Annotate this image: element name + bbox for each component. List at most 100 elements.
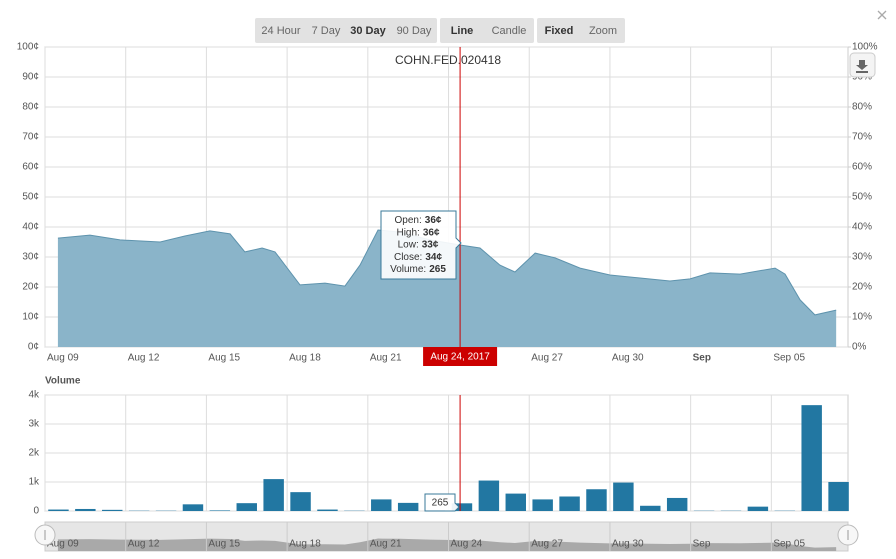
price-chart: 0¢ 10¢ 20¢ 30¢ 40¢ 50¢ 60¢ 70¢ 80¢ 90¢ 100¢ 0% 10% 20… bbox=[17, 42, 878, 364]
navigator-label: Sep 05 bbox=[773, 539, 805, 550]
x-tick-label: Aug 12 bbox=[128, 353, 160, 364]
bar bbox=[102, 509, 123, 511]
y-tick-label: 30¢ bbox=[22, 252, 39, 263]
toolbar-button[interactable]: Fixed bbox=[545, 25, 574, 37]
tooltip-row: Close: 34¢ bbox=[394, 252, 442, 263]
navigator[interactable]: Aug 09 Aug 12 Aug 15 Aug 18 Aug 21 Aug 24 Aug … bbox=[34, 521, 859, 552]
y2-tick-label: 80% bbox=[852, 102, 872, 113]
x-tick-label: Sep 05 bbox=[773, 353, 805, 364]
x-tick-label: Aug 09 bbox=[47, 353, 79, 364]
x-tick-label: Sep bbox=[693, 353, 711, 364]
chart-title: COHN.FED.020418 bbox=[395, 53, 501, 67]
x-tick-label: Aug 15 bbox=[208, 353, 240, 364]
button-group bbox=[255, 18, 437, 43]
bar bbox=[317, 509, 338, 511]
y-tick-label: 50¢ bbox=[22, 192, 39, 203]
navigator-area bbox=[57, 538, 837, 551]
bar bbox=[75, 508, 96, 511]
tooltip-label: High: bbox=[396, 227, 419, 238]
bar bbox=[48, 509, 69, 511]
y-tick-label: 10¢ bbox=[22, 312, 39, 323]
x-tick-label: Aug 27 bbox=[531, 353, 563, 364]
y-tick-label: 2k bbox=[28, 448, 40, 459]
bar bbox=[397, 502, 419, 511]
x-tick-label: Aug 30 bbox=[612, 353, 644, 364]
bar bbox=[828, 482, 849, 511]
bar bbox=[613, 482, 634, 511]
y-tick-label: 90¢ bbox=[22, 72, 39, 83]
bar bbox=[505, 493, 526, 511]
toolbar-button[interactable]: 30 Day bbox=[350, 25, 386, 37]
volume-tooltip: 265 bbox=[432, 498, 449, 509]
bar bbox=[236, 503, 257, 511]
close-button[interactable] bbox=[877, 10, 887, 20]
navigator-label: Aug 12 bbox=[128, 539, 160, 550]
area bbox=[57, 230, 837, 347]
tooltip-row: High: 36¢ bbox=[396, 227, 439, 238]
bar bbox=[747, 506, 769, 511]
toolbar-button[interactable]: 7 Day bbox=[312, 25, 341, 37]
toolbar-button[interactable]: 24 Hour bbox=[261, 25, 300, 37]
y-tick-label: 100¢ bbox=[17, 42, 39, 53]
y2-tick-label: 10% bbox=[852, 312, 872, 323]
navigator-label: Aug 21 bbox=[370, 539, 402, 550]
y-tick-label: 4k bbox=[28, 390, 40, 401]
navigator-label: Sep bbox=[693, 539, 711, 550]
bar bbox=[182, 504, 204, 511]
volume-tooltip-box bbox=[424, 493, 460, 512]
toolbar-button[interactable]: 90 Day bbox=[397, 25, 432, 37]
tooltip-row: Volume: 265 bbox=[390, 264, 446, 275]
y2-tick-label: 70% bbox=[852, 132, 872, 143]
y-tick-label: 0 bbox=[33, 506, 39, 517]
bar bbox=[640, 505, 661, 511]
y-tick-label: 0¢ bbox=[28, 342, 39, 353]
y2-tick-label: 20% bbox=[852, 282, 872, 293]
y2-tick-label: 60% bbox=[852, 162, 872, 173]
crosshair-label: Aug 24, 2017 bbox=[430, 352, 490, 363]
bar bbox=[801, 405, 822, 511]
toolbar-button[interactable]: Line bbox=[451, 25, 474, 37]
y-tick-label: 1k bbox=[28, 477, 40, 488]
bar bbox=[478, 480, 500, 511]
tooltip-label: Low: bbox=[398, 239, 419, 250]
chart-title: Volume bbox=[45, 376, 81, 387]
tooltip-value: 36¢ bbox=[425, 215, 442, 226]
navigator-label: Aug 27 bbox=[531, 539, 563, 550]
navigator-label: Aug 09 bbox=[47, 539, 79, 550]
bar bbox=[532, 499, 553, 511]
button-group bbox=[440, 18, 534, 43]
tooltip-label: Close: bbox=[394, 252, 422, 263]
download-button[interactable] bbox=[849, 52, 876, 78]
y2-tick-label: 30% bbox=[852, 252, 872, 263]
y2-tick-label: 0% bbox=[852, 342, 867, 353]
toolbar: 24 Hour 7 Day 30 Day 90 Day Line Candle Fixed Z… bbox=[255, 18, 625, 43]
crosshair-label-bg bbox=[423, 347, 498, 366]
y-tick-label: 3k bbox=[28, 419, 40, 430]
bar bbox=[263, 479, 284, 511]
navigator-label: Aug 18 bbox=[289, 539, 321, 550]
tooltip-value: 33¢ bbox=[422, 239, 439, 250]
toolbar-button[interactable]: Candle bbox=[492, 25, 527, 37]
y2-tick-label: 40% bbox=[852, 222, 872, 233]
tooltip-value: 34¢ bbox=[425, 252, 442, 263]
y-tick-label: 40¢ bbox=[22, 222, 39, 233]
tooltip-value: 36¢ bbox=[423, 227, 440, 238]
bar bbox=[209, 510, 231, 511]
tooltip-label: Open: bbox=[395, 215, 422, 226]
tooltip-label: Volume: bbox=[390, 264, 426, 275]
bar bbox=[586, 489, 607, 511]
bar bbox=[371, 499, 392, 511]
y2-tick-label: 100% bbox=[852, 42, 878, 53]
bar bbox=[451, 503, 473, 511]
tooltip-row: Open: 36¢ bbox=[395, 215, 442, 226]
x-tick-label: Aug 18 bbox=[289, 353, 321, 364]
y-tick-label: 70¢ bbox=[22, 132, 39, 143]
tooltip-value: 265 bbox=[429, 264, 446, 275]
bar bbox=[559, 496, 580, 511]
toolbar-button[interactable]: Zoom bbox=[589, 25, 617, 37]
navigator-label: Aug 24 bbox=[451, 539, 483, 550]
navigator-label: Aug 15 bbox=[208, 539, 240, 550]
y-tick-label: 80¢ bbox=[22, 102, 39, 113]
